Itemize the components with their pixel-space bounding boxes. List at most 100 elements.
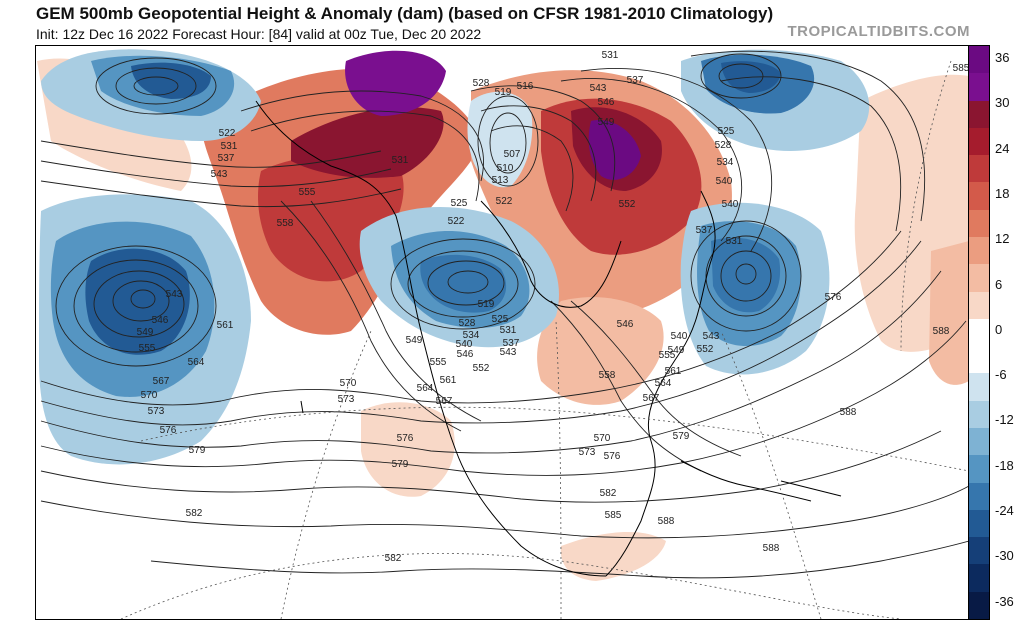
contour-label: 546 [457, 349, 474, 360]
contour-line [55, 245, 217, 367]
contour-label: 513 [492, 175, 509, 186]
contour-label: 552 [473, 363, 490, 374]
contour-label: 582 [600, 488, 617, 499]
map-panel[interactable]: 531 528 519 516 543 537 546 549 552 531 507 510 513 5… [35, 45, 970, 620]
colorbar-segment [969, 182, 989, 211]
contour-line [133, 76, 179, 96]
colorbar-tick-label: 0 [995, 321, 1003, 337]
colorbar-segment [969, 209, 989, 238]
coastline [780, 480, 842, 497]
contour-label: 564 [188, 357, 205, 368]
contour-line [280, 200, 462, 432]
contour-label: 582 [385, 553, 402, 564]
contour-label: 561 [217, 320, 234, 331]
contour-label: 525 [492, 314, 509, 325]
colorbar-tick-label: -24 [995, 503, 1014, 518]
colorbar-segment [969, 373, 989, 402]
coastline [680, 460, 812, 502]
colorbar-tick-label: -18 [995, 457, 1014, 473]
contour-label: 531 [221, 141, 238, 152]
contour-label: 543 [211, 169, 228, 180]
colorbar-tick-label: -30 [995, 548, 1014, 564]
colorbar-tick-label: -6 [995, 367, 1007, 383]
contour-label: 549 [406, 335, 423, 346]
contour-line [427, 260, 505, 306]
colorbar-tick-label: 12 [995, 231, 1010, 247]
contour-label: 522 [219, 128, 236, 139]
site-credit: TROPICALTIDBITS.COM [787, 23, 970, 40]
graticule-line [720, 330, 822, 619]
colorbar-tick-label: 6 [995, 276, 1003, 292]
contour-line [705, 235, 787, 317]
contour-label: 567 [153, 376, 170, 387]
colorbar-segment [969, 155, 989, 183]
colorbar-tick-label: 36 [995, 50, 1010, 65]
contour-label: 567 [436, 396, 453, 407]
contour-label: 531 [500, 325, 517, 336]
anomaly-region [85, 248, 190, 355]
contour-label: 537 [696, 225, 713, 236]
contour-line [700, 53, 782, 99]
graticule [120, 60, 969, 619]
height-contours [40, 50, 969, 579]
contour-label: 531 [726, 236, 743, 247]
contour-label: 555 [139, 343, 156, 354]
contour-line [40, 160, 392, 188]
contour-line [40, 140, 382, 168]
contour-line [40, 430, 942, 503]
colorbar-segment [969, 482, 989, 511]
contour-label: 588 [933, 326, 950, 337]
contour-label: 579 [189, 445, 206, 456]
contour-line [550, 300, 702, 472]
contour-line [40, 320, 967, 476]
map-title: GEM 500mb Geopotential Height & Anomaly … [36, 4, 774, 23]
colorbar-segment [969, 428, 989, 456]
contour-line [250, 110, 480, 202]
contour-label: 561 [440, 375, 457, 386]
colorbar-tick-label: -36 [995, 593, 1014, 609]
contour-label: 519 [478, 299, 495, 310]
colorbar-segment [969, 346, 989, 374]
contour-line [407, 250, 519, 318]
contour-line [477, 95, 539, 187]
coastline [300, 400, 304, 414]
contour-line [40, 270, 942, 454]
contour-label: 570 [340, 378, 357, 389]
anomaly-region [537, 297, 664, 405]
contour-line [40, 240, 922, 426]
contour-label: 555 [299, 187, 316, 198]
contour-line [130, 289, 156, 309]
contour-label: 546 [598, 97, 615, 108]
contour-label: 585 [953, 63, 969, 74]
contour-label: 534 [717, 157, 734, 168]
contour-line [115, 67, 197, 105]
contour-label: 519 [495, 87, 512, 98]
contour-label: 573 [579, 447, 596, 458]
coastline [480, 200, 622, 308]
contour-line [470, 85, 616, 192]
contour-label: 525 [718, 126, 735, 137]
contour-label: 543 [500, 347, 517, 358]
contour-label: 555 [430, 357, 447, 368]
colorbar-segment [969, 291, 989, 320]
contour-label: 528 [459, 318, 476, 329]
anomaly-region [345, 50, 446, 116]
contour-label: 549 [598, 117, 615, 128]
contour-label: 516 [517, 81, 534, 92]
contour-line [310, 200, 482, 422]
contour-label: 543 [166, 289, 183, 300]
contour-label: 567 [643, 393, 660, 404]
colorbar-tick-label: -12 [995, 412, 1014, 428]
contour-label: 588 [763, 543, 780, 554]
colorbar-segment [969, 400, 989, 429]
contour-label: 552 [697, 344, 714, 355]
contour-label: 510 [497, 163, 514, 174]
colorbar-segment [969, 455, 989, 484]
contour-label: 564 [417, 383, 434, 394]
contour-label: 546 [617, 319, 634, 330]
contour-label: 570 [141, 390, 158, 401]
anomaly-region [420, 254, 507, 313]
contour-label: 576 [604, 451, 621, 462]
contour-label: 537 [218, 153, 235, 164]
contour-label: 531 [392, 155, 409, 166]
